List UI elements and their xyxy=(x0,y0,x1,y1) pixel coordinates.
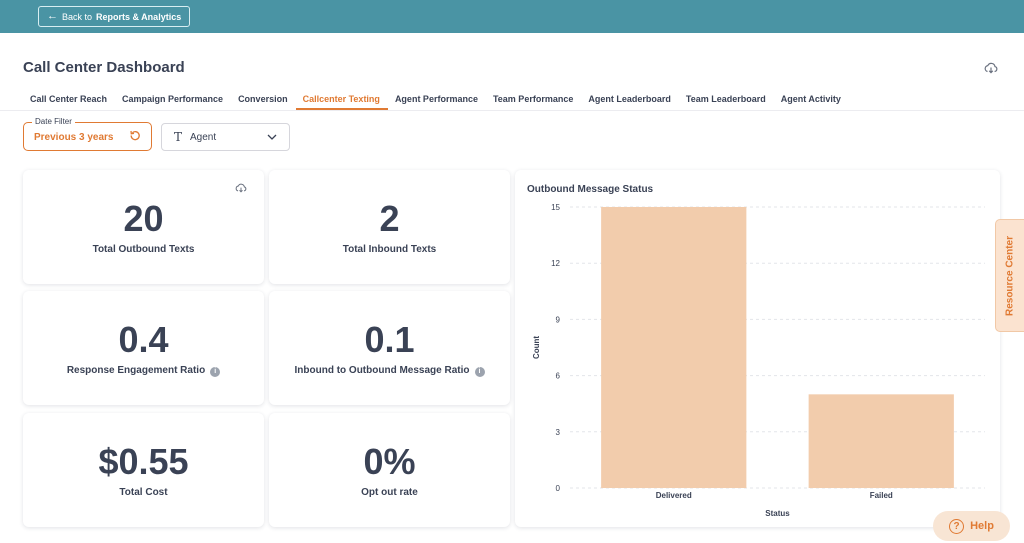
y-tick-label: 6 xyxy=(556,372,561,381)
tab-agent-activity[interactable]: Agent Activity xyxy=(780,94,841,104)
help-button[interactable]: ? Help xyxy=(933,511,1010,541)
metric-label: Response Engagement Ratio i xyxy=(23,365,264,377)
metric-label-text: Response Engagement Ratio xyxy=(66,365,206,376)
date-filter-value: Previous 3 years xyxy=(34,132,114,143)
resource-center-tab[interactable]: Resource Center xyxy=(995,219,1024,332)
reset-icon[interactable] xyxy=(129,130,141,142)
top-bar: ← Back to Reports & Analytics xyxy=(0,0,1024,33)
x-tick-label: Failed xyxy=(870,491,893,500)
info-icon[interactable]: i xyxy=(210,367,221,377)
bar-delivered xyxy=(601,207,747,488)
back-prefix: Back to xyxy=(62,11,93,22)
chevron-down-icon xyxy=(267,134,277,140)
arrow-left-icon: ← xyxy=(47,10,58,22)
y-tick-label: 3 xyxy=(556,428,561,437)
cloud-download-icon[interactable] xyxy=(235,183,247,193)
agent-filter[interactable]: T Agent xyxy=(161,123,290,151)
metric-value: $0.55 xyxy=(98,441,189,482)
card-inbound-outbound-ratio: 0.1 Inbound to Outbound Message Ratio i xyxy=(269,291,510,405)
chart-card-outbound-status: Outbound Message Status 0 3 6 9 12 15 Delivere… xyxy=(515,170,1000,527)
back-target: Reports & Analytics xyxy=(96,11,182,22)
y-tick-label: 15 xyxy=(551,203,560,212)
cloud-download-icon[interactable] xyxy=(984,62,998,74)
card-total-outbound: 20 Total Outbound Texts xyxy=(23,170,264,284)
card-total-cost: $0.55 Total Cost xyxy=(23,413,264,527)
page-title: Call Center Dashboard xyxy=(23,59,185,76)
y-tick-label: 0 xyxy=(556,484,561,493)
metric-label: Total Cost xyxy=(119,487,168,498)
y-tick-label: 9 xyxy=(556,315,561,324)
tabs-divider xyxy=(0,110,1024,111)
tab-team-performance[interactable]: Team Performance xyxy=(492,94,574,104)
question-icon: ? xyxy=(949,518,965,534)
chart-title: Outbound Message Status xyxy=(527,184,654,195)
tab-agent-leaderboard[interactable]: Agent Leaderboard xyxy=(588,94,671,104)
tab-callcenter-texting[interactable]: Callcenter Texting xyxy=(295,90,388,110)
card-total-inbound: 2 Total Inbound Texts xyxy=(269,170,510,284)
bar-failed xyxy=(808,394,954,488)
agent-filter-label: Agent xyxy=(190,132,217,143)
date-filter[interactable]: Date Filter Previous 3 years xyxy=(23,117,152,151)
card-response-engagement: 0.4 Response Engagement Ratio i xyxy=(23,291,264,405)
tab-campaign-performance[interactable]: Campaign Performance xyxy=(122,94,224,104)
x-axis-label: Status xyxy=(765,509,790,518)
card-opt-out-rate: 0% Opt out rate xyxy=(269,413,510,527)
info-icon[interactable]: i xyxy=(474,367,485,377)
date-filter-legend: Date Filter xyxy=(32,117,75,126)
metric-label: Total Inbound Texts xyxy=(342,244,437,255)
tab-conversion[interactable]: Conversion xyxy=(238,94,288,104)
y-axis-label: Count xyxy=(532,336,541,359)
metric-value: 0.4 xyxy=(118,319,169,360)
help-label: Help xyxy=(970,520,994,532)
metric-value: 2 xyxy=(379,198,400,239)
x-tick-label: Delivered xyxy=(656,491,692,500)
resource-center-label: Resource Center xyxy=(1004,235,1016,317)
metric-value: 0% xyxy=(363,441,416,482)
metric-label: Total Outbound Texts xyxy=(92,244,195,255)
metric-value: 20 xyxy=(123,198,164,239)
tab-bar: Call Center Reach Campaign Performance C… xyxy=(23,90,849,112)
metric-label-text: Inbound to Outbound Message Ratio xyxy=(294,365,470,376)
metric-label: Inbound to Outbound Message Ratio i xyxy=(269,365,510,377)
metric-value: 0.1 xyxy=(364,319,415,360)
tab-agent-performance[interactable]: Agent Performance xyxy=(394,94,478,104)
metric-label: Opt out rate xyxy=(361,487,418,498)
tab-team-leaderboard[interactable]: Team Leaderboard xyxy=(685,94,766,104)
tab-call-center-reach[interactable]: Call Center Reach xyxy=(30,94,108,104)
text-type-icon: T xyxy=(174,130,183,144)
y-tick-label: 12 xyxy=(551,259,560,268)
back-button[interactable]: ← Back to Reports & Analytics xyxy=(38,6,191,27)
bar-chart: 0 3 6 9 12 15 Delivered Failed Status Count xyxy=(532,203,985,518)
